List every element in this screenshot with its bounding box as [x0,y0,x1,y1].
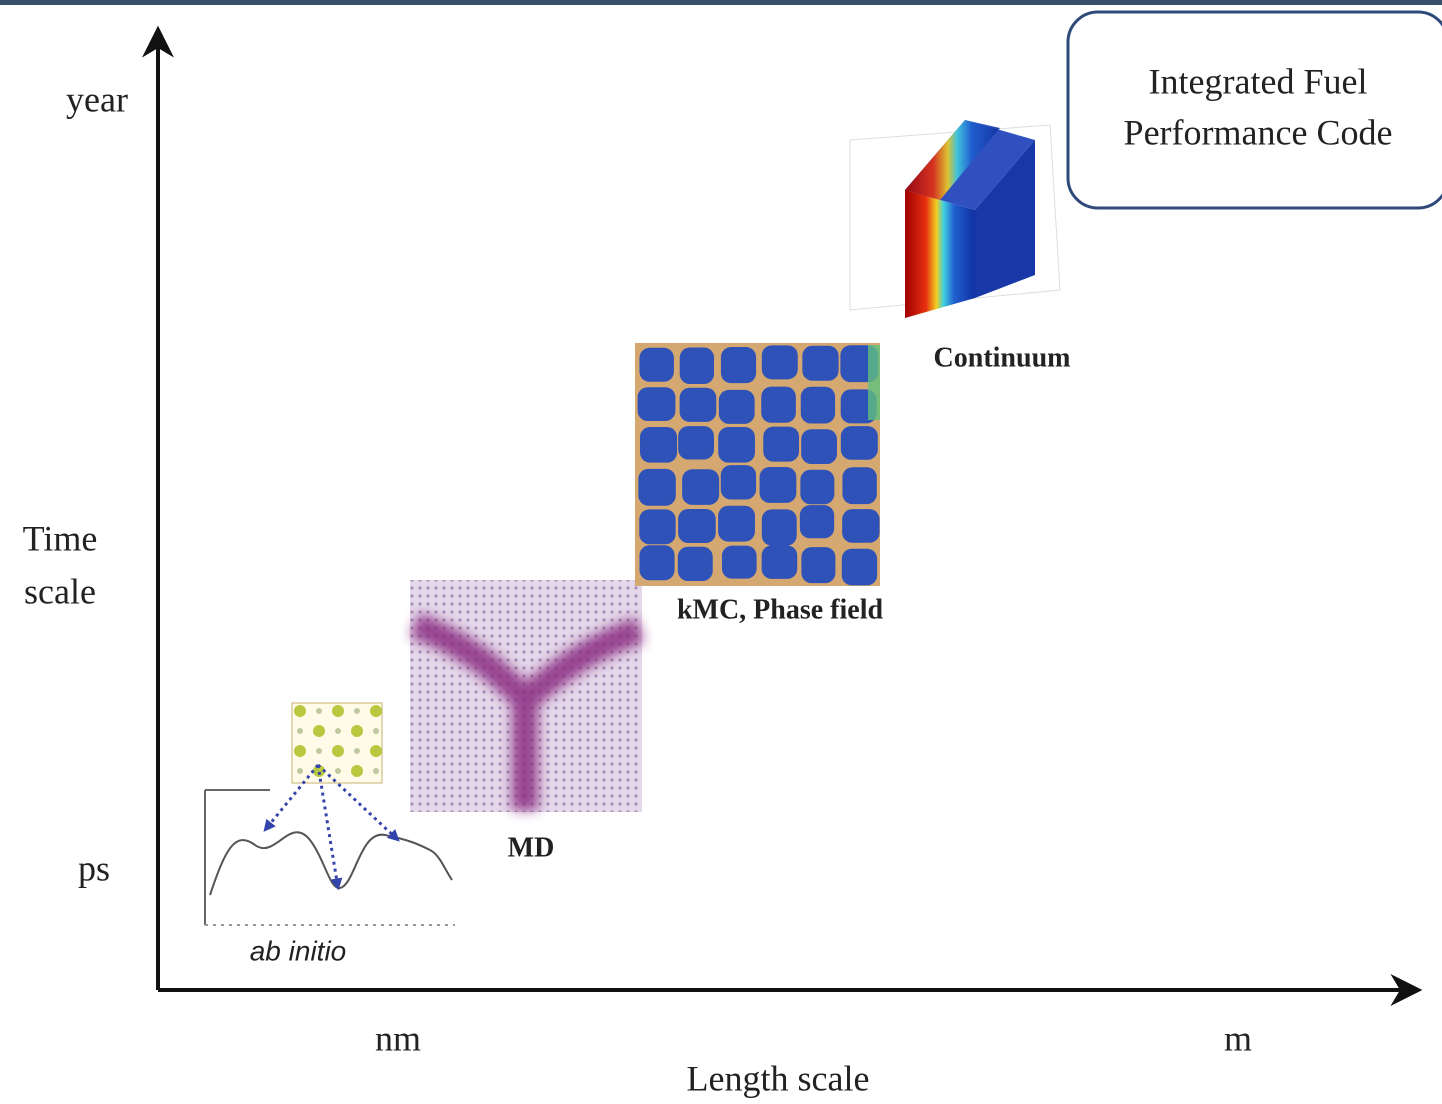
shape [332,745,344,757]
shape [682,469,719,505]
shape [760,467,797,503]
code-box [1068,12,1442,208]
shape [354,708,360,714]
shape [722,546,757,579]
shape [721,465,756,499]
method-label: Continuum [934,342,1071,373]
method-label: MD [508,832,555,863]
shape [354,748,360,754]
lattice-image [292,703,382,783]
md-image [410,580,642,812]
shape [313,725,325,737]
continuum-image [850,120,1060,318]
shape [639,545,674,580]
shape [800,470,834,504]
shape [680,348,714,385]
shape [802,346,838,381]
shape [800,505,834,538]
x-label-right: m [1224,1018,1252,1058]
shape [351,725,363,737]
shape [842,467,876,504]
shape [294,705,306,717]
shape [721,347,756,383]
shape [905,190,975,318]
shape [678,547,713,581]
shape [332,705,344,717]
kmc-image [635,343,880,586]
method-label: kMC, Phase field [677,594,884,625]
shape [640,427,677,463]
shape [719,390,755,424]
shape [761,387,796,423]
shape [335,768,341,774]
shape [680,388,717,422]
shape [639,348,673,382]
shape [841,426,878,460]
box-line: Integrated Fuel [1149,61,1368,101]
shape [638,387,676,421]
shape [351,765,363,777]
shape [763,427,799,462]
top-bar [0,0,1442,5]
shape [297,768,303,774]
x-label-left: nm [375,1018,421,1058]
shape [316,708,322,714]
shape [718,506,755,542]
shape [370,705,382,717]
y-label-bottom: ps [78,848,110,888]
shape [373,728,379,734]
x-title: Length scale [687,1058,870,1098]
shape [638,469,675,506]
shape [373,768,379,774]
shape [801,387,835,424]
shape [762,545,798,578]
shape [316,748,322,754]
shape [801,429,837,464]
shape [678,426,714,459]
method-label: ab initio [250,935,347,966]
shape [370,745,382,757]
shape [297,728,303,734]
shape [678,509,716,543]
y-label-top: year [66,79,128,119]
shape [639,509,675,544]
shape [868,345,880,420]
y-label-middle: Time [23,518,98,558]
shape [335,728,341,734]
box-line: Performance Code [1124,112,1393,152]
shape [294,745,306,757]
diagram: year Time scale ps nm m Length scale Int… [0,0,1442,1104]
shape [718,427,755,463]
shape [762,509,797,545]
shape [801,547,835,583]
shape [762,345,798,379]
shape [842,509,879,543]
y-label-middle: scale [24,571,96,611]
shape [842,549,877,586]
